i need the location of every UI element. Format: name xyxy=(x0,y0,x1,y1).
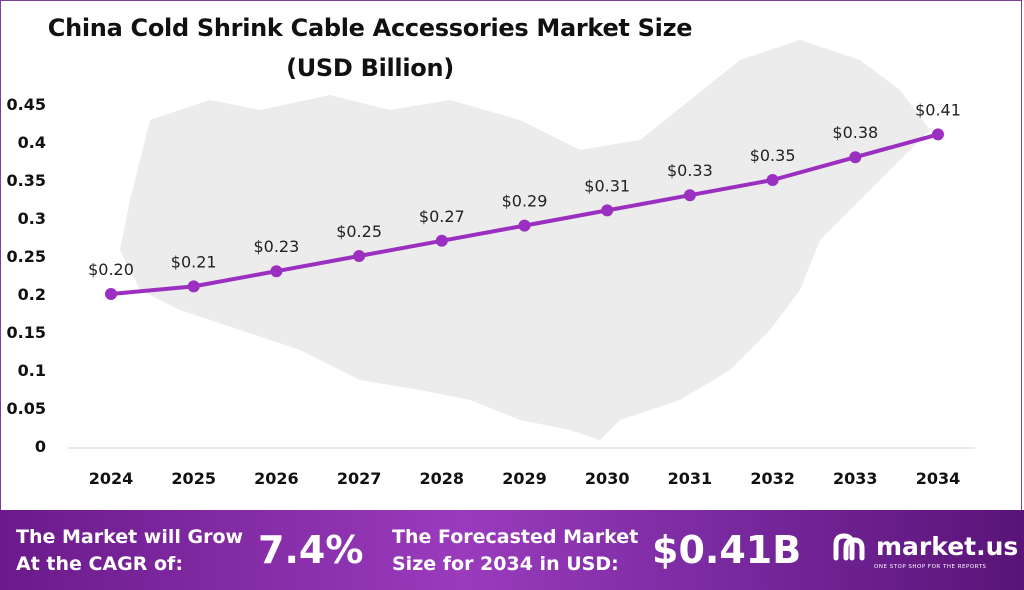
data-label: $0.20 xyxy=(88,260,134,279)
x-tick-label: 2034 xyxy=(916,469,961,488)
x-tick-label: 2027 xyxy=(337,469,382,488)
x-tick-label: 2033 xyxy=(833,469,878,488)
data-point xyxy=(435,234,448,247)
data-label: $0.35 xyxy=(750,146,796,165)
cagr-text-line2: At the CAGR of: xyxy=(16,553,183,575)
data-label: $0.25 xyxy=(336,222,382,241)
data-point xyxy=(601,204,614,217)
data-point xyxy=(270,265,283,278)
cagr-text-line1: The Market will Grow xyxy=(16,526,244,548)
y-tick-label: 0.1 xyxy=(18,361,46,380)
forecast-text-line2: Size for 2034 in USD: xyxy=(392,553,619,575)
cagr-text: The Market will Grow At the CAGR of: xyxy=(16,524,243,578)
x-tick-label: 2026 xyxy=(254,469,299,488)
x-tick-label: 2031 xyxy=(668,469,713,488)
forecast-value: $0.41B xyxy=(652,528,802,572)
data-point xyxy=(187,280,200,293)
y-tick-label: 0.45 xyxy=(7,95,46,114)
data-label: $0.31 xyxy=(584,176,630,195)
forecast-text: The Forecasted Market Size for 2034 in U… xyxy=(392,524,638,578)
forecast-text-line1: The Forecasted Market xyxy=(392,526,639,548)
y-tick-label: 0.35 xyxy=(7,171,46,190)
data-point xyxy=(932,128,944,141)
x-tick-label: 2030 xyxy=(585,469,630,488)
data-point xyxy=(766,174,779,186)
data-label: $0.27 xyxy=(419,207,465,226)
chart-subtitle: (USD Billion) xyxy=(286,54,454,82)
x-tick-label: 2024 xyxy=(89,469,134,488)
data-label: $0.23 xyxy=(253,237,299,256)
data-label: $0.38 xyxy=(832,123,878,142)
market-us-logo-icon xyxy=(833,533,865,561)
data-label: $0.41 xyxy=(915,100,961,119)
x-tick-label: 2025 xyxy=(171,469,216,488)
data-point xyxy=(849,151,862,164)
x-tick-label: 2032 xyxy=(750,469,795,488)
y-tick-label: 0.25 xyxy=(7,247,46,266)
data-label: $0.21 xyxy=(171,252,217,271)
data-point xyxy=(518,219,531,232)
y-tick-label: 0.4 xyxy=(18,133,46,152)
x-tick-label: 2028 xyxy=(420,469,465,488)
footer-banner: The Market will Grow At the CAGR of: 7.4… xyxy=(0,510,1024,590)
data-label: $0.29 xyxy=(502,192,548,211)
y-tick-label: 0.15 xyxy=(7,323,46,342)
data-point xyxy=(105,288,117,300)
data-point xyxy=(353,250,366,262)
data-label: $0.33 xyxy=(667,161,713,180)
y-tick-label: 0 xyxy=(35,437,46,456)
data-point xyxy=(683,189,696,202)
y-tick-label: 0.2 xyxy=(18,285,46,304)
market-us-logo[interactable]: market.us ONE STOP SHOP FOR THE REPORTS xyxy=(832,532,1019,570)
logo-name: market.us xyxy=(876,532,1019,561)
map-silhouette xyxy=(120,40,930,440)
logo-tagline: ONE STOP SHOP FOR THE REPORTS xyxy=(874,564,987,570)
chart-title: China Cold Shrink Cable Accessories Mark… xyxy=(47,14,693,42)
cagr-value: 7.4% xyxy=(258,528,364,572)
y-tick-label: 0.05 xyxy=(7,399,46,418)
x-tick-label: 2029 xyxy=(502,469,547,488)
line-chart: 0 0.05 0.1 0.15 0.2 0.25 0.3 0.35 0.4 0.45 2024 20… xyxy=(7,40,975,488)
y-tick-label: 0.3 xyxy=(18,209,46,228)
